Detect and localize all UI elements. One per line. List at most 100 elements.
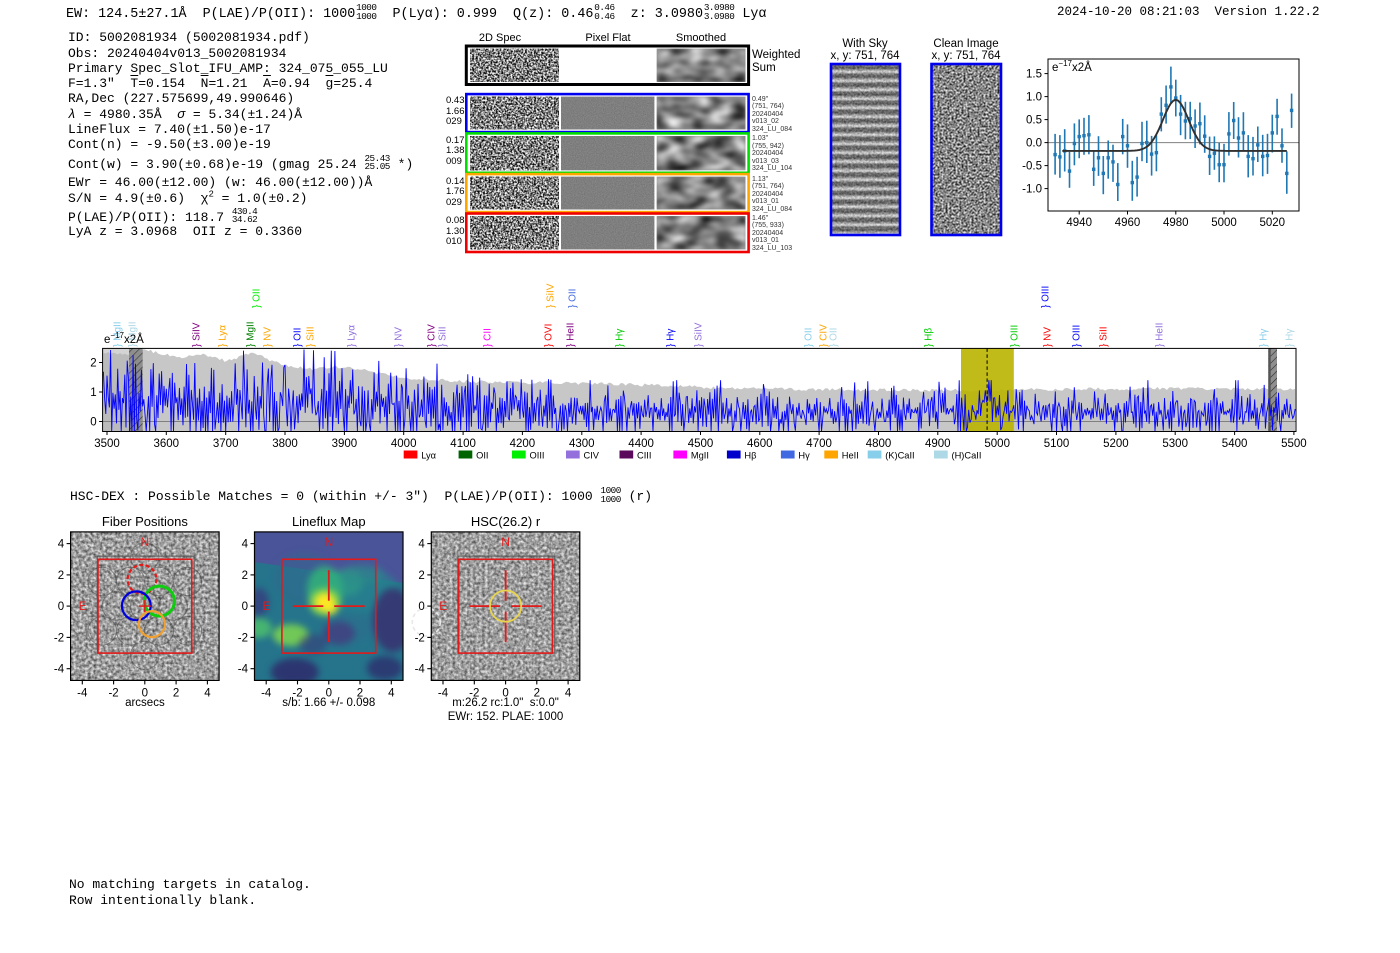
svg-text:} OII: } OII [568, 289, 579, 308]
svg-text:} CII: } CII [483, 328, 494, 347]
svg-text:4800: 4800 [866, 438, 892, 450]
svg-text:5020: 5020 [1260, 217, 1286, 229]
svg-text:} NV: } NV [1043, 327, 1054, 347]
svg-text:4: 4 [58, 539, 65, 551]
svg-text:-2: -2 [54, 632, 64, 644]
svg-text:0: 0 [502, 687, 508, 699]
svg-text:4: 4 [388, 687, 395, 699]
svg-text:2: 2 [58, 570, 64, 582]
svg-text:} OII: } OII [293, 328, 304, 347]
svg-text:CIII: CIII [637, 450, 651, 460]
svg-text:OIII: OIII [530, 450, 545, 460]
svg-text:} HeII: } HeII [1155, 323, 1166, 347]
svg-text:4: 4 [204, 687, 211, 699]
svg-text:0: 0 [142, 687, 148, 699]
svg-text:(K)CaII: (K)CaII [885, 450, 914, 460]
svg-text:} SiIV: } SiIV [546, 283, 557, 308]
svg-text:N: N [501, 535, 510, 549]
svg-text:CIV: CIV [584, 450, 600, 460]
svg-text:N: N [140, 535, 149, 549]
svg-text:3700: 3700 [213, 438, 239, 450]
svg-text:} Hγ: } Hγ [666, 329, 677, 347]
svg-text:0: 0 [326, 687, 332, 699]
svg-text:0: 0 [90, 417, 96, 429]
svg-text:} MgII: } MgII [113, 321, 124, 347]
svg-text:4700: 4700 [806, 438, 832, 450]
svg-text:1.0: 1.0 [1026, 91, 1042, 103]
svg-text:0.0: 0.0 [1026, 137, 1042, 149]
svg-text:} HeII: } HeII [566, 323, 577, 347]
svg-text:} OIII: } OIII [1010, 325, 1021, 347]
svg-text:4960: 4960 [1115, 217, 1141, 229]
svg-text:-4: -4 [415, 664, 426, 676]
svg-text:} NV: } NV [394, 327, 405, 347]
svg-text:E: E [79, 599, 87, 613]
svg-text:3600: 3600 [154, 438, 180, 450]
svg-text:Hγ: Hγ [798, 450, 810, 460]
svg-text:1: 1 [90, 387, 96, 399]
svg-text:-2: -2 [415, 632, 425, 644]
svg-text:} Lyα: } Lyα [347, 325, 358, 347]
svg-text:-4: -4 [261, 687, 272, 699]
svg-text:4940: 4940 [1066, 217, 1092, 229]
svg-text:Lyα: Lyα [421, 450, 436, 460]
svg-text:} SiII: } SiII [438, 326, 449, 347]
svg-text:5300: 5300 [1162, 438, 1188, 450]
svg-text:-2: -2 [292, 687, 302, 699]
svg-text:} Hβ: } Hβ [924, 328, 935, 347]
svg-text:E: E [262, 599, 270, 613]
svg-text:} MgII: } MgII [246, 321, 257, 347]
svg-text:2: 2 [357, 687, 363, 699]
svg-text:4300: 4300 [569, 438, 595, 450]
svg-text:} OII: } OII [829, 328, 840, 347]
svg-text:3800: 3800 [272, 438, 298, 450]
svg-text:} Hγ: } Hγ [615, 329, 626, 347]
svg-text:} OII: } OII [252, 289, 263, 308]
svg-text:} MgII: } MgII [128, 321, 139, 347]
svg-text:-4: -4 [77, 687, 88, 699]
svg-text:} NV: } NV [263, 327, 274, 347]
svg-text:} OIII: } OIII [1072, 325, 1083, 347]
svg-text:-4: -4 [438, 687, 449, 699]
svg-text:5000: 5000 [1211, 217, 1237, 229]
svg-text:2: 2 [418, 570, 424, 582]
svg-text:} CIV: } CIV [427, 324, 438, 347]
svg-text:} Hγ: } Hγ [1285, 329, 1296, 347]
svg-text:-2: -2 [469, 687, 479, 699]
svg-text:} SiII: } SiII [1099, 326, 1110, 347]
svg-text:-2: -2 [108, 687, 118, 699]
svg-text:4980: 4980 [1163, 217, 1189, 229]
svg-text:3900: 3900 [332, 438, 358, 450]
svg-text:0.5: 0.5 [1026, 114, 1042, 126]
svg-text:Hβ: Hβ [744, 450, 756, 460]
svg-text:} Hγ: } Hγ [1259, 329, 1270, 347]
svg-text:} OVI: } OVI [544, 324, 555, 347]
svg-text:-4: -4 [238, 664, 249, 676]
svg-text:4600: 4600 [747, 438, 773, 450]
svg-text:4: 4 [418, 539, 425, 551]
svg-text:4: 4 [242, 539, 249, 551]
svg-text:4900: 4900 [925, 438, 951, 450]
svg-text:} SiIV: } SiIV [694, 322, 705, 347]
svg-text:2: 2 [534, 687, 540, 699]
svg-text:4100: 4100 [450, 438, 476, 450]
svg-text:5400: 5400 [1222, 438, 1248, 450]
svg-text:4200: 4200 [510, 438, 536, 450]
svg-text:4: 4 [565, 687, 572, 699]
svg-text:4400: 4400 [628, 438, 654, 450]
svg-text:E: E [439, 599, 447, 613]
svg-text:-1.0: -1.0 [1022, 183, 1042, 195]
svg-text:-0.5: -0.5 [1022, 160, 1042, 172]
svg-text:0: 0 [242, 601, 248, 613]
svg-text:-4: -4 [54, 664, 65, 676]
svg-text:5000: 5000 [984, 438, 1010, 450]
svg-text:} CIV: } CIV [819, 324, 830, 347]
svg-text:HeII: HeII [842, 450, 859, 460]
svg-text:OII: OII [476, 450, 488, 460]
svg-text:} SiII: } SiII [306, 326, 317, 347]
svg-text:} Lyα: } Lyα [218, 325, 229, 347]
svg-text:5500: 5500 [1281, 438, 1307, 450]
svg-text:N: N [324, 535, 333, 549]
svg-text:4500: 4500 [688, 438, 714, 450]
svg-text:5100: 5100 [1044, 438, 1070, 450]
